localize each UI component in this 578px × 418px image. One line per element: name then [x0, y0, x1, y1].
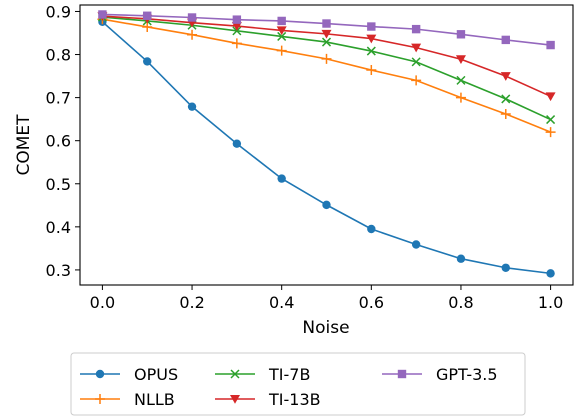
x-tick-label: 0.4: [269, 293, 294, 312]
data-point-nllb: [500, 108, 511, 119]
legend-frame: [70, 352, 526, 416]
data-point-opus: [456, 254, 466, 263]
legend: OPUS NLLB TI-7B TI-13B GPT-3.5: [70, 352, 526, 416]
data-point-opus: [143, 57, 152, 66]
data-point-ti-7b: [546, 115, 556, 125]
legend-item-ti-13b: TI-13B: [215, 390, 321, 409]
data-point-nllb: [455, 92, 466, 103]
y-tick-label: 0.8: [46, 46, 71, 65]
y-tick-label: 0.7: [46, 89, 71, 108]
x-axis-label: Noise: [302, 318, 349, 338]
data-point-nllb: [187, 29, 198, 40]
series-line-gpt-3-5: [102, 13, 551, 46]
data-point-opus: [277, 174, 286, 183]
series-opus: [98, 17, 555, 278]
data-point-ti-7b: [501, 94, 511, 104]
data-point-ti-13b: [366, 34, 377, 44]
data-point-ti-7b: [321, 37, 332, 47]
data-point-nllb: [321, 53, 332, 64]
data-point-nllb: [366, 65, 377, 76]
data-point-ti-13b: [321, 29, 332, 39]
series-gpt-3-5: [98, 10, 555, 50]
legend-label-opus: OPUS: [134, 365, 178, 384]
data-point-opus: [367, 224, 376, 234]
data-point-gpt-3-5: [501, 35, 510, 45]
data-point-ti-13b: [411, 43, 422, 53]
data-point-opus: [322, 200, 331, 210]
x-tick-label: 0.2: [179, 293, 204, 312]
data-point-gpt-3-5: [456, 30, 466, 39]
legend-marker-gpt-3-5: [397, 369, 407, 379]
legend-item-nllb: NLLB: [80, 390, 175, 409]
y-axis-label: COMET: [14, 114, 34, 176]
data-point-ti-7b: [277, 31, 287, 41]
x-tick-label: 1.0: [538, 293, 563, 312]
legend-item-ti-7b: TI-7B: [215, 365, 310, 384]
data-point-gpt-3-5: [277, 16, 286, 26]
series-nllb: [97, 14, 556, 138]
data-point-ti-13b: [231, 22, 242, 31]
legend-marker-ti-7b: [230, 369, 240, 379]
y-tick-label: 0.5: [46, 175, 71, 194]
x-tick-label: 0.0: [90, 293, 115, 312]
data-point-ti-13b: [276, 26, 287, 36]
data-point-nllb: [411, 75, 422, 86]
data-point-gpt-3-5: [367, 22, 376, 31]
y-tick-label: 0.3: [46, 261, 71, 280]
legend-item-gpt-3-5: GPT-3.5: [382, 365, 498, 384]
legend-marker-nllb: [95, 394, 105, 404]
legend-marker-ti-13b: [230, 395, 240, 404]
data-point-ti-7b: [456, 75, 466, 85]
data-point-gpt-3-5: [411, 24, 421, 34]
data-point-gpt-3-5: [322, 19, 331, 28]
y-axis: 0.3 0.4 0.5 0.6 0.7 0.8 0.9: [46, 2, 80, 280]
data-point-gpt-3-5: [143, 11, 152, 20]
x-tick-label: 0.8: [448, 293, 473, 312]
data-point-nllb: [276, 45, 287, 56]
data-point-opus: [232, 139, 242, 148]
data-point-gpt-3-5: [187, 13, 197, 22]
data-point-opus: [411, 240, 421, 249]
data-point-ti-7b: [366, 46, 376, 56]
data-point-opus: [501, 263, 510, 272]
x-axis: 0.0 0.2 0.4 0.6 0.8 1.0: [90, 285, 563, 312]
y-tick-label: 0.9: [46, 2, 71, 21]
plot-area: [97, 10, 556, 278]
data-point-nllb: [231, 38, 242, 49]
data-point-gpt-3-5: [232, 15, 242, 24]
plot-frame: [79, 4, 574, 286]
data-point-ti-13b: [500, 72, 511, 81]
y-tick-label: 0.6: [46, 132, 71, 151]
legend-label-nllb: NLLB: [134, 390, 175, 409]
data-point-nllb: [545, 127, 556, 138]
data-point-gpt-3-5: [98, 10, 107, 19]
data-point-nllb: [142, 21, 153, 32]
data-point-opus: [187, 102, 197, 111]
legend-label-ti-7b: TI-7B: [268, 365, 310, 384]
data-point-opus: [546, 269, 555, 278]
legend-label-ti-13b: TI-13B: [268, 390, 321, 409]
x-tick-label: 0.6: [359, 293, 384, 312]
legend-marker-opus: [95, 369, 105, 379]
y-tick-label: 0.4: [46, 218, 71, 237]
data-point-ti-13b: [545, 92, 556, 102]
data-point-ti-7b: [411, 57, 421, 67]
data-point-gpt-3-5: [546, 40, 555, 50]
legend-item-opus: OPUS: [80, 365, 178, 384]
legend-label-gpt-3-5: GPT-3.5: [436, 365, 498, 384]
data-point-ti-13b: [455, 55, 466, 65]
